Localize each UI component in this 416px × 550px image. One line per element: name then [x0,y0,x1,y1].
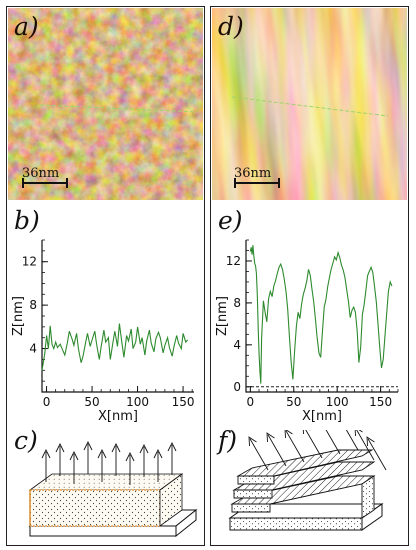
substrate-f-front [229,517,363,531]
chart-e-x-tick-label: 100 [326,395,349,409]
chart-b-x-axis-label: X[nm] [98,409,138,422]
panel-label-c: c) [14,426,38,455]
substrate-side [175,508,197,538]
scale-bar-a: 36nm [22,166,68,188]
chart-e-x-tick-label: 0 [247,395,255,409]
scale-bar-d-text: 36nm [234,166,272,181]
scale-bar-a-text: 36nm [22,166,60,181]
chart-e-y-tick-label: 4 [233,338,241,352]
lamellae-stack [230,449,376,519]
panel-label-e: e) [218,206,243,235]
chart-b-y-axis-label: Z[nm] [11,296,26,336]
left-column-frame [6,6,205,546]
film-side [159,473,183,527]
oblique-arrows-f [248,430,387,471]
chart-e-x-axis-label: X[nm] [302,409,342,422]
vertical-arrows-c [41,440,177,485]
panel-label-f: f) [218,426,238,455]
chart-b-y-tick-label: 8 [29,298,37,312]
panel-label-d: d) [218,12,244,41]
chart-b-x-tick-label: 0 [43,395,51,409]
scale-bar-d: 36nm [234,166,280,188]
chart-e-x-tick-label: 150 [369,395,392,409]
panel-label-a: a) [14,12,39,41]
schematic-f [228,430,387,531]
scan-line-a [39,104,199,113]
panel-label-b: b) [14,206,40,235]
chart-b-x-tick-label: 100 [126,395,149,409]
chart-e-y-axis-label: Z[nm] [215,296,230,336]
profile-chart-e: 0 4 8 12 0 50 100 150 X[nm] Z[nm] [215,239,399,422]
chart-b-x-tick-label: 50 [84,395,99,409]
schematic-c [28,440,198,538]
film-front [29,489,161,527]
substrate-front [29,525,177,537]
chart-b-x-tick-label: 150 [172,395,195,409]
chart-e-y-tick-label: 8 [233,296,241,310]
film-top [28,473,184,491]
chart-e-y-tick-label: 0 [233,380,241,394]
chart-b-profile-line [41,323,189,371]
chart-e-profile-line [249,245,393,384]
scan-line-d [231,96,389,117]
chart-e-x-tick-label: 50 [286,395,301,409]
afm-image-d [212,8,407,200]
chart-b-y-tick-label: 4 [29,342,37,356]
chart-e-axes [245,240,398,393]
chart-b-y-tick-label: 12 [22,255,37,269]
substrate-f-side [361,503,383,531]
chart-e-y-tick-label: 12 [226,254,241,268]
chart-b-axes [41,240,194,393]
profile-chart-b: 4 8 12 0 50 100 150 X[nm] Z[nm] [11,239,195,422]
afm-image-a [8,8,203,200]
right-column-frame [210,6,409,546]
